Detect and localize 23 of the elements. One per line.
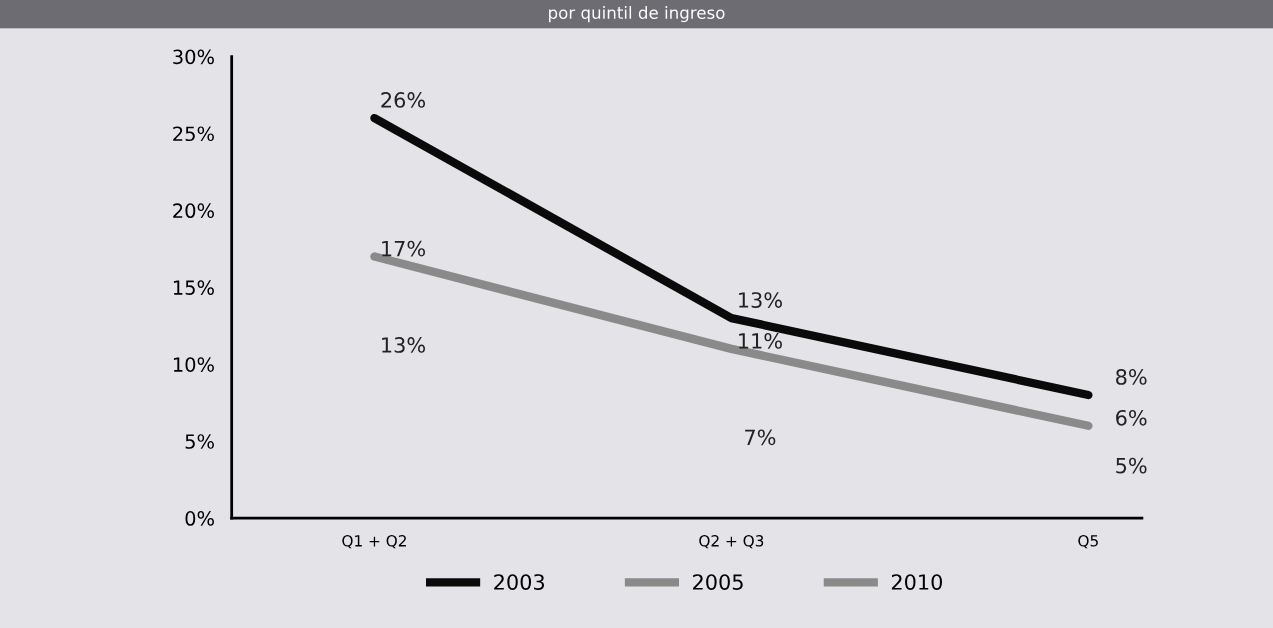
x-tick-label: Q2 + Q3: [699, 535, 764, 549]
data-label: 26%: [381, 92, 426, 108]
x-tick-label: Q5: [1078, 535, 1098, 549]
y-tick-label: 25%: [173, 126, 214, 142]
y-tick-label: 10%: [173, 357, 214, 372]
legend-label: 2003: [494, 574, 545, 590]
y-tick-label: 5%: [185, 434, 214, 449]
annotation: 7%: [745, 429, 776, 446]
chart-title: por quintil de ingreso: [549, 6, 725, 23]
data-label: 13%: [739, 292, 782, 308]
data-label: 11%: [739, 332, 782, 349]
data-label: 17%: [382, 240, 426, 257]
legend-label: 2010: [891, 574, 943, 590]
y-tick-label: 0%: [185, 511, 214, 526]
data-label: 6%: [1116, 409, 1147, 426]
annotation: 5%: [1116, 457, 1147, 474]
y-tick-label: 20%: [173, 203, 214, 219]
legend-label: 2005: [693, 574, 743, 590]
data-label: 8%: [1116, 369, 1147, 385]
y-tick-label: 30%: [173, 49, 214, 65]
annotation: 13%: [382, 337, 426, 353]
x-tick-label: Q1 + Q2: [342, 535, 406, 549]
y-tick-label: 15%: [173, 280, 214, 295]
